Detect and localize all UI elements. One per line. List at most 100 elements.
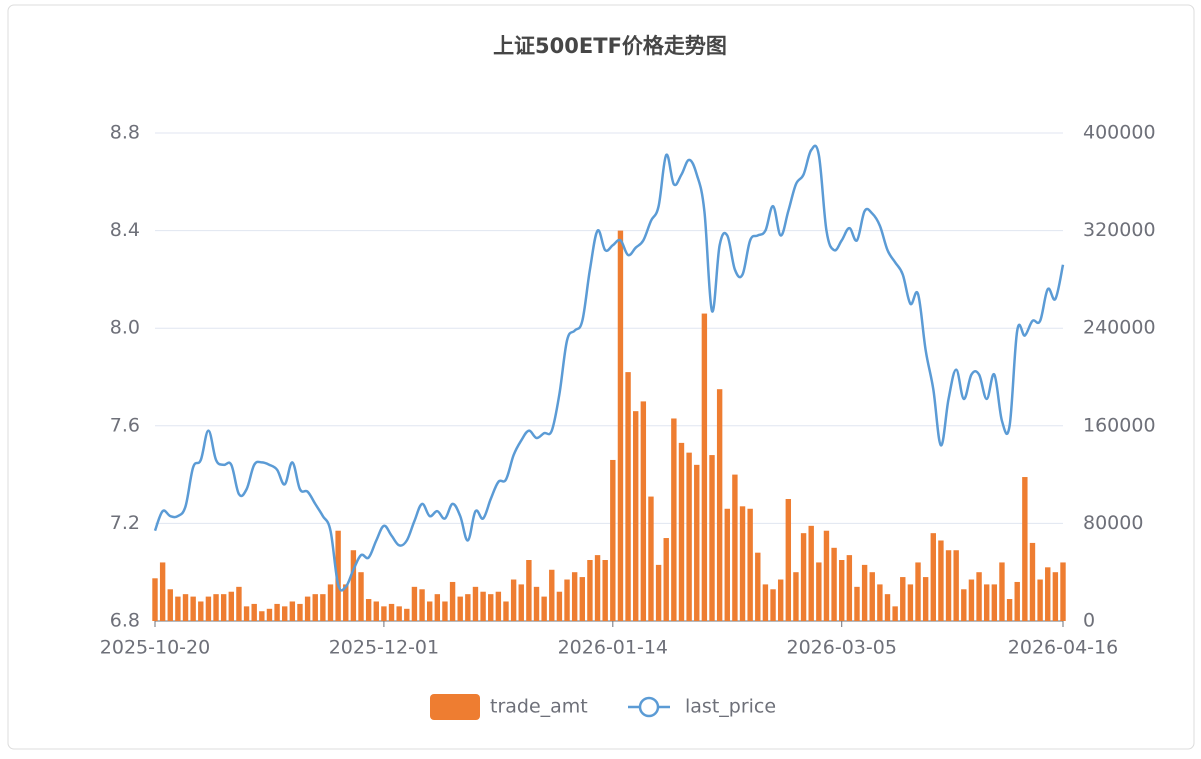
bar bbox=[526, 560, 532, 621]
bar bbox=[220, 594, 227, 621]
bar bbox=[251, 603, 257, 621]
bar bbox=[182, 594, 189, 621]
bar bbox=[724, 508, 730, 621]
bar bbox=[892, 606, 898, 621]
bar bbox=[739, 506, 746, 621]
bar bbox=[266, 608, 273, 621]
y-tick-label: 8.4 bbox=[110, 219, 140, 241]
bar bbox=[816, 562, 822, 621]
bar bbox=[297, 603, 303, 621]
y-tick-label: 7.6 bbox=[110, 414, 140, 436]
bar bbox=[1006, 599, 1013, 621]
bar bbox=[579, 577, 585, 621]
bar bbox=[869, 572, 875, 621]
legend-swatch bbox=[638, 696, 660, 718]
bar bbox=[365, 599, 372, 621]
bar bbox=[915, 562, 921, 621]
bar bbox=[571, 572, 578, 621]
bar bbox=[213, 594, 219, 621]
bar bbox=[335, 530, 341, 621]
bar bbox=[877, 584, 883, 621]
bar bbox=[976, 572, 982, 621]
x-tick-label: 2026-03-05 bbox=[787, 637, 897, 659]
bar bbox=[846, 555, 853, 621]
bar bbox=[190, 596, 196, 621]
bar bbox=[442, 601, 448, 621]
bar bbox=[610, 459, 616, 621]
bar bbox=[991, 584, 998, 621]
bar bbox=[633, 411, 639, 621]
y-tick-label: 7.2 bbox=[110, 512, 140, 534]
bar bbox=[343, 584, 349, 621]
bar bbox=[159, 562, 166, 621]
bar bbox=[282, 606, 288, 621]
bar bbox=[701, 313, 708, 621]
bar bbox=[556, 591, 563, 621]
bar bbox=[884, 594, 891, 621]
card bbox=[7, 4, 1195, 750]
x-tick-label: 2025-10-20 bbox=[100, 637, 210, 659]
bar bbox=[503, 601, 509, 621]
bar bbox=[785, 499, 792, 621]
y-tick-label: 8.8 bbox=[110, 122, 140, 144]
bar bbox=[663, 538, 669, 621]
y-tick-label: 8.0 bbox=[110, 317, 140, 339]
bar bbox=[983, 584, 990, 621]
bar bbox=[449, 581, 456, 621]
y2-tick-label: 320000 bbox=[1083, 219, 1156, 241]
y2-tick-label: 80000 bbox=[1083, 512, 1143, 534]
bar bbox=[793, 572, 799, 621]
bar bbox=[831, 547, 837, 621]
y-tick-label: 6.8 bbox=[110, 610, 140, 632]
bar bbox=[259, 611, 265, 621]
bar bbox=[533, 586, 540, 621]
bar bbox=[488, 594, 494, 621]
bar bbox=[289, 601, 296, 621]
y2-tick-label: 160000 bbox=[1083, 414, 1156, 436]
bar bbox=[373, 601, 379, 621]
bar bbox=[518, 584, 524, 621]
bar bbox=[549, 569, 555, 621]
bar bbox=[320, 594, 326, 621]
bar bbox=[755, 552, 761, 621]
bar bbox=[922, 577, 929, 621]
bar bbox=[1052, 572, 1059, 621]
bar bbox=[823, 530, 830, 621]
x-tick-label: 2026-04-16 bbox=[1008, 637, 1118, 659]
bar bbox=[1045, 567, 1051, 621]
bar bbox=[327, 584, 334, 621]
bar bbox=[541, 596, 547, 621]
bar bbox=[686, 452, 692, 621]
bar bbox=[198, 601, 204, 621]
bar bbox=[1029, 542, 1036, 621]
bar bbox=[1060, 562, 1066, 621]
bar bbox=[472, 586, 479, 621]
bar bbox=[243, 606, 250, 621]
bar bbox=[854, 586, 860, 621]
bar bbox=[770, 589, 776, 621]
chart-title: 上证500ETF价格走势图 bbox=[493, 34, 727, 58]
bar bbox=[564, 579, 570, 621]
x-tick-label: 2026-01-14 bbox=[558, 637, 668, 659]
bar bbox=[907, 584, 914, 621]
bar bbox=[1037, 579, 1043, 621]
bar bbox=[716, 389, 723, 621]
bar bbox=[839, 560, 845, 621]
bar bbox=[312, 594, 318, 621]
bar bbox=[152, 578, 158, 621]
bar bbox=[587, 560, 593, 621]
bar bbox=[625, 372, 631, 621]
bar bbox=[999, 562, 1005, 621]
bar bbox=[945, 550, 952, 621]
y2-tick-label: 0 bbox=[1083, 610, 1095, 632]
bar bbox=[381, 606, 387, 621]
bar bbox=[510, 579, 517, 621]
bar bbox=[1014, 581, 1020, 621]
bar bbox=[640, 401, 647, 621]
bar bbox=[648, 496, 654, 621]
y2-tick-label: 240000 bbox=[1083, 317, 1156, 339]
bar bbox=[594, 555, 601, 621]
bar bbox=[968, 579, 975, 621]
bar bbox=[655, 564, 662, 621]
